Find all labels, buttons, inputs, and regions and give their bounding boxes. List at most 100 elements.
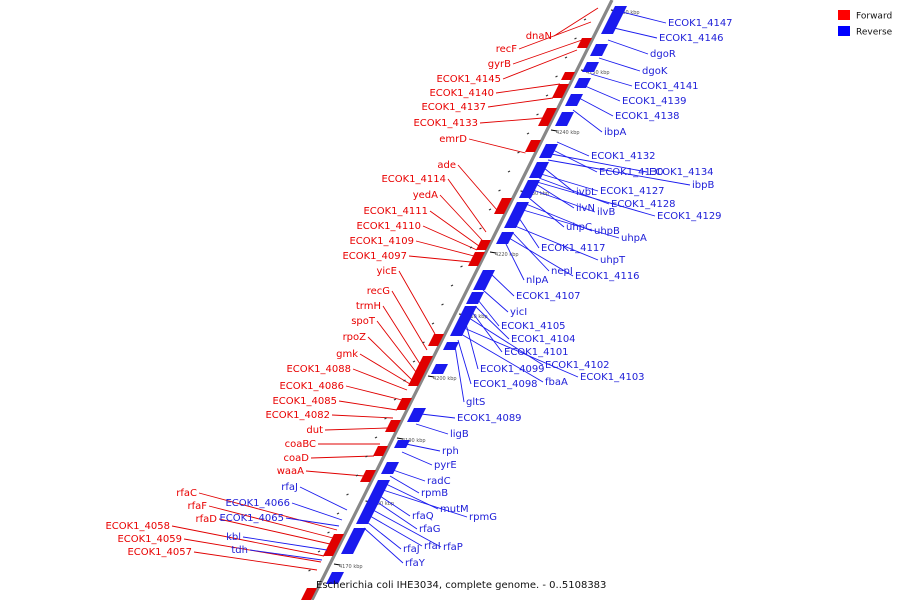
forward-gene-label: rfaF [187, 501, 207, 512]
forward-gene-leader [468, 138, 526, 154]
forward-gene-leader [391, 290, 428, 351]
track-marker [403, 379, 406, 382]
reverse-gene-leader [532, 189, 596, 213]
reverse-gene-block [504, 202, 529, 228]
reverse-gene-label: rpmB [421, 488, 448, 499]
forward-gene-label: ECOK1_4065 [219, 513, 284, 524]
reverse-gene-label: ECOK1_4128 [611, 199, 676, 210]
reverse-gene-block [394, 440, 410, 448]
forward-gene-leader [447, 178, 487, 233]
forward-gene-label: ECOK1_4111 [363, 206, 428, 217]
forward-gene-block [525, 140, 541, 152]
reverse-gene-leader [540, 173, 599, 192]
reverse-gene-leader [463, 327, 579, 378]
scale-tick-label: 4220 kbp [495, 252, 519, 258]
forward-gene-block [373, 446, 388, 456]
track-marker [488, 208, 492, 211]
forward-gene-leader [285, 517, 340, 527]
track-marker [336, 512, 340, 515]
scale-tick-label: 4170 kbp [339, 564, 363, 570]
reverse-gene-label: rfaI [424, 541, 441, 552]
reverse-gene-label: ilvB [597, 207, 615, 218]
reverse-gene-label: ECOK1_4117 [541, 243, 606, 254]
forward-gene-label: ECOK1_4133 [413, 118, 478, 129]
forward-gene-label: coaBC [285, 439, 316, 450]
forward-gene-label: rfaC [176, 488, 197, 499]
forward-gene-block [396, 398, 412, 410]
track-marker [583, 18, 587, 21]
forward-gene-block [428, 334, 444, 346]
forward-gene-leader [310, 455, 375, 459]
forward-gene-block [360, 470, 376, 482]
track-marker [441, 303, 444, 306]
scale-tick-label: 4240 kbp [556, 130, 580, 136]
track-marker [374, 436, 378, 439]
scale-tick [333, 563, 341, 566]
reverse-gene-leader [572, 109, 603, 133]
forward-gene-block [494, 198, 512, 214]
track-marker [431, 322, 435, 325]
reverse-gene-block [431, 364, 448, 374]
forward-gene-label: ECOK1_4145 [436, 74, 501, 85]
forward-gene-label: ECOK1_4086 [279, 381, 344, 392]
scale-tick [396, 437, 404, 440]
reverse-gene-block [539, 144, 558, 158]
forward-gene-label: tdh [231, 545, 248, 556]
reverse-gene-label: ECOK1_4103 [580, 372, 645, 383]
reverse-gene-label: yicI [510, 307, 527, 318]
forward-gene-leader [376, 320, 417, 373]
track-marker [536, 113, 539, 116]
forward-gene-leader [291, 502, 343, 521]
reverse-gene-label: rfaP [443, 542, 463, 553]
forward-gene-label: ECOK1_4082 [265, 410, 330, 421]
reverse-gene-leader [405, 443, 441, 452]
reverse-gene-block [407, 408, 426, 422]
forward-gene-label: ECOK1_4059 [117, 534, 182, 545]
forward-gene-label: dnaN [526, 31, 552, 42]
forward-gene-label: rfaJ [281, 482, 298, 493]
forward-gene-leader [331, 414, 394, 419]
reverse-gene-leader [389, 475, 420, 494]
reverse-gene-leader [420, 413, 456, 419]
forward-gene-leader [512, 39, 583, 65]
track-marker [384, 417, 387, 420]
reverse-gene-leader [598, 57, 641, 72]
reverse-gene-block [381, 462, 399, 474]
forward-gene-label: ECOK1_4088 [286, 364, 351, 375]
reverse-gene-label: rfaY [405, 558, 426, 569]
forward-gene-label: recF [496, 44, 518, 55]
forward-gene-label: spoT [351, 316, 376, 327]
reverse-gene-label: ECOK1_4138 [615, 111, 680, 122]
reverse-gene-label: nlpA [526, 275, 548, 286]
reverse-gene-label: ECOK1_4127 [600, 186, 665, 197]
forward-gene-label: kbl [226, 532, 241, 543]
forward-gene-leader [338, 400, 398, 411]
forward-gene-block [301, 588, 317, 600]
forward-gene-leader [249, 549, 323, 561]
forward-gene-label: trmH [356, 301, 381, 312]
reverse-gene-label: ECOK1_4102 [545, 360, 610, 371]
reverse-gene-block [466, 292, 484, 304]
reverse-gene-leader [471, 311, 503, 353]
reverse-gene-label: ibpA [604, 127, 626, 138]
forward-gene-leader [299, 486, 348, 511]
reverse-gene-leader [369, 515, 423, 547]
forward-gene-leader [487, 97, 554, 108]
reverse-gene-label: dgoK [642, 66, 668, 77]
reverse-gene-label: uhpT [600, 255, 626, 266]
reverse-gene-label: ECOK1_4089 [457, 413, 522, 424]
reverse-gene-label: ECOK1_4116 [575, 271, 640, 282]
reverse-gene-label: radC [427, 476, 451, 487]
track-marker [460, 265, 463, 268]
reverse-gene-leader [382, 489, 468, 518]
reverse-gene-leader [401, 451, 433, 466]
forward-gene-label: dut [306, 425, 323, 436]
reverse-gene-leader [508, 237, 574, 277]
forward-gene-leader [359, 353, 411, 385]
reverse-gene-leader [366, 521, 402, 550]
reverse-gene-leader [514, 225, 599, 261]
reverse-gene-leader [482, 289, 509, 313]
track-marker [479, 227, 482, 230]
forward-gene-label: ECOK1_4058 [105, 521, 170, 532]
